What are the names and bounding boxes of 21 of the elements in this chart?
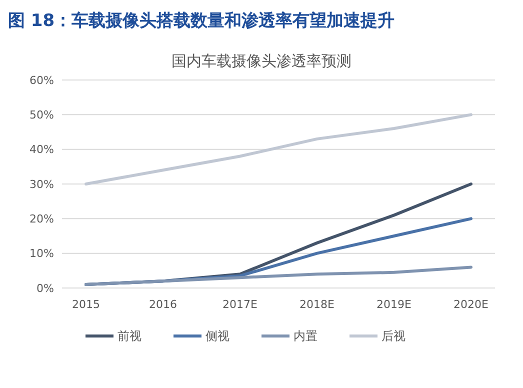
line-series xyxy=(84,266,472,286)
legend-label: 内置 xyxy=(294,329,318,344)
x-tick-label: 2016 xyxy=(149,298,177,311)
x-tick-label: 2018E xyxy=(300,298,335,311)
y-tick-label: 10% xyxy=(30,247,54,260)
legend-label: 后视 xyxy=(382,329,406,344)
x-tick-label: 2015 xyxy=(72,298,100,311)
y-tick-label: 0% xyxy=(36,282,54,295)
chart-subtitle: 国内车载摄像头渗透率预测 xyxy=(172,52,352,70)
x-tick-label: 2019E xyxy=(376,298,412,311)
y-tick-label: 60% xyxy=(30,74,54,87)
y-tick-label: 50% xyxy=(30,108,54,122)
line-series xyxy=(84,113,472,186)
y-tick-label: 40% xyxy=(30,143,54,156)
legend-label: 前视 xyxy=(118,329,142,344)
legend-label: 侧视 xyxy=(206,329,230,344)
chart-title: 图 18：车载摄像头搭载数量和渗透率有望加速提升 xyxy=(8,11,395,31)
y-tick-label: 30% xyxy=(30,178,54,191)
y-tick-label: 20% xyxy=(30,212,54,226)
x-tick-label: 2017E xyxy=(222,298,258,311)
x-tick-label: 2020E xyxy=(454,298,489,311)
